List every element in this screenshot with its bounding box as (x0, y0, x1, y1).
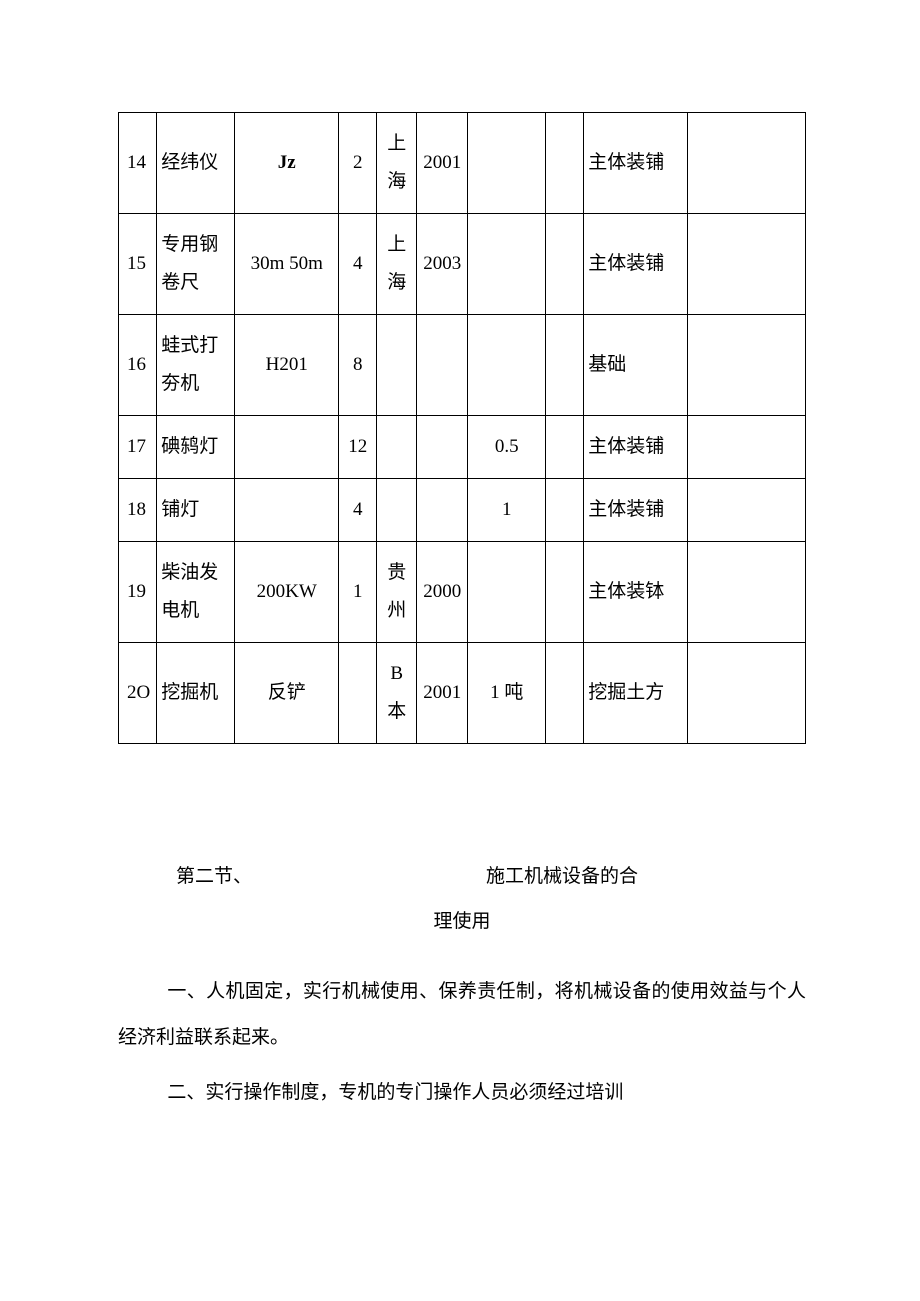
cell-qty: 8 (339, 315, 377, 416)
cell-year: 2003 (417, 214, 468, 315)
section-title-line: 第二节、 施工机械设备的合 (176, 864, 806, 891)
table-row: 18 铺灯 4 1 主体装铺 (119, 479, 806, 542)
cell-last (688, 214, 806, 315)
cell-name: 铺灯 (157, 479, 235, 542)
cell-model (235, 479, 339, 542)
cell-name: 挖掘机 (157, 643, 235, 744)
cell-spec (468, 113, 546, 214)
cell-loc (377, 315, 417, 416)
cell-qty: 12 (339, 416, 377, 479)
cell-num: 19 (119, 542, 157, 643)
cell-loc (377, 479, 417, 542)
cell-model: 200KW (235, 542, 339, 643)
cell-spec (468, 214, 546, 315)
cell-last (688, 542, 806, 643)
cell-model (235, 416, 339, 479)
cell-last (688, 416, 806, 479)
cell-year (417, 479, 468, 542)
cell-last (688, 113, 806, 214)
cell-qty: 2 (339, 113, 377, 214)
cell-name: 专用钢卷尺 (157, 214, 235, 315)
cell-blank (546, 643, 584, 744)
cell-loc: 上海 (377, 113, 417, 214)
cell-qty: 4 (339, 214, 377, 315)
cell-num: 2O (119, 643, 157, 744)
cell-spec: 0.5 (468, 416, 546, 479)
table-row: 14 经纬仪 Jz 2 上海 2001 主体装铺 (119, 113, 806, 214)
cell-loc (377, 416, 417, 479)
cell-num: 14 (119, 113, 157, 214)
paragraph-one: 一、人机固定，实行机械使用、保养责任制，将机械设备的使用效益与个人经济利益联系起… (118, 969, 806, 1060)
cell-last (688, 479, 806, 542)
cell-qty: 1 (339, 542, 377, 643)
cell-year (417, 416, 468, 479)
cell-model: H201 (235, 315, 339, 416)
section-title-sub: 理使用 (118, 909, 806, 936)
cell-qty (339, 643, 377, 744)
cell-use: 主体装铺 (584, 113, 688, 214)
cell-blank (546, 416, 584, 479)
cell-loc: B本 (377, 643, 417, 744)
cell-last (688, 315, 806, 416)
cell-name: 蛙式打夯机 (157, 315, 235, 416)
cell-blank (546, 113, 584, 214)
equipment-table: 14 经纬仪 Jz 2 上海 2001 主体装铺 15 专用钢卷尺 30m 50… (118, 112, 806, 744)
cell-spec (468, 542, 546, 643)
cell-spec (468, 315, 546, 416)
cell-spec: 1 吨 (468, 643, 546, 744)
table-row: 19 柴油发电机 200KW 1 贵州 2000 主体装钵 (119, 542, 806, 643)
cell-blank (546, 479, 584, 542)
cell-model: 反铲 (235, 643, 339, 744)
cell-spec: 1 (468, 479, 546, 542)
paragraph-two: 二、实行操作制度，专机的专门操作人员必须经过培训 (118, 1070, 806, 1116)
cell-year: 2000 (417, 542, 468, 643)
cell-qty: 4 (339, 479, 377, 542)
cell-name: 柴油发电机 (157, 542, 235, 643)
cell-use: 主体装铺 (584, 214, 688, 315)
cell-blank (546, 542, 584, 643)
cell-year: 2001 (417, 643, 468, 744)
table-row: 17 碘鸫灯 12 0.5 主体装铺 (119, 416, 806, 479)
cell-use: 主体装铺 (584, 479, 688, 542)
cell-loc: 上海 (377, 214, 417, 315)
cell-year (417, 315, 468, 416)
cell-name: 碘鸫灯 (157, 416, 235, 479)
cell-loc: 贵州 (377, 542, 417, 643)
cell-model: Jz (235, 113, 339, 214)
cell-use: 挖掘土方 (584, 643, 688, 744)
cell-name: 经纬仪 (157, 113, 235, 214)
cell-blank (546, 315, 584, 416)
cell-model: 30m 50m (235, 214, 339, 315)
table-row: 15 专用钢卷尺 30m 50m 4 上海 2003 主体装铺 (119, 214, 806, 315)
cell-use: 主体装钵 (584, 542, 688, 643)
table-row: 2O 挖掘机 反铲 B本 2001 1 吨 挖掘土方 (119, 643, 806, 744)
cell-num: 16 (119, 315, 157, 416)
table-row: 16 蛙式打夯机 H201 8 基础 (119, 315, 806, 416)
cell-num: 18 (119, 479, 157, 542)
cell-year: 2001 (417, 113, 468, 214)
section-title-left: 第二节、 (176, 864, 486, 891)
cell-num: 15 (119, 214, 157, 315)
cell-use: 基础 (584, 315, 688, 416)
section-title-right: 施工机械设备的合 (486, 864, 638, 891)
cell-use: 主体装铺 (584, 416, 688, 479)
cell-num: 17 (119, 416, 157, 479)
cell-last (688, 643, 806, 744)
cell-blank (546, 214, 584, 315)
